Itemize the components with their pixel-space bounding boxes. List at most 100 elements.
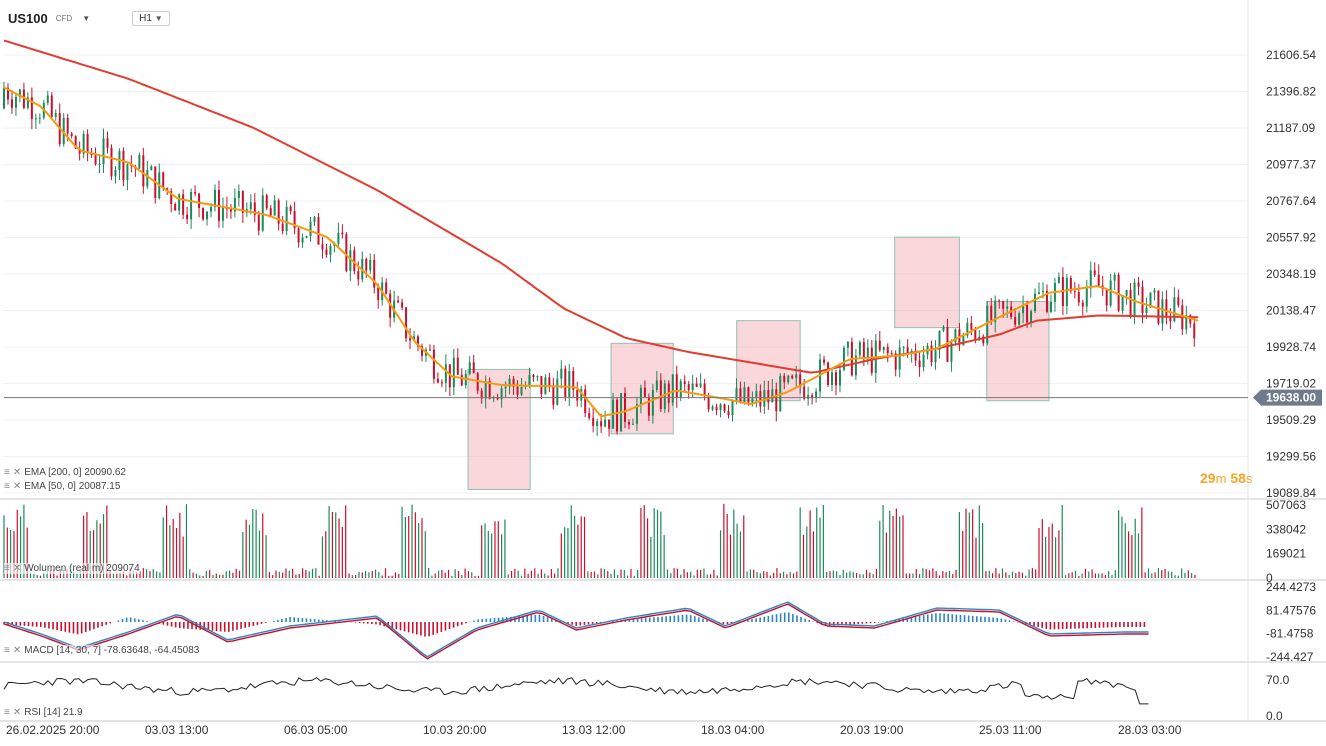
time-axis-label: 18.03 04:00 [701,723,765,737]
candle-body [962,335,965,346]
candle-body [321,244,324,250]
candle-body [257,214,260,231]
candle-body [771,389,774,403]
candle-body [162,172,165,189]
candle-body [600,421,603,427]
candle-body [675,374,678,398]
legend-ema200[interactable]: ≡ ✕ EMA [200, 0] 20090.62 [4,467,126,478]
candle-body [922,354,925,368]
candle-body [14,97,17,108]
candle-body [604,419,607,427]
candle-body [174,204,177,211]
candle-body [1133,282,1136,317]
close-icon[interactable]: ✕ [12,707,22,718]
price-tick-label: 21606.54 [1266,48,1316,62]
close-icon[interactable]: ✕ [12,467,22,478]
candle-body [811,395,814,399]
candle-body [767,390,770,403]
close-icon[interactable]: ✕ [12,645,22,656]
candle-body [349,250,352,271]
candle-body [536,376,539,378]
candle-body [878,340,881,351]
candle-body [827,362,830,386]
candle-body [791,375,794,379]
legend-ema200-text: EMA [200, 0] 20090.62 [24,467,126,478]
price-tick-label: 21396.82 [1266,84,1316,98]
candle-body [1129,290,1132,317]
candle-body [1018,313,1021,325]
candle-body [1165,299,1168,317]
candle-body [313,217,316,222]
legend-ema50[interactable]: ≡ ✕ EMA [50, 0] 20087.15 [4,481,121,492]
candle-body [1041,290,1044,293]
candle-body [946,327,949,362]
candle-body [807,395,810,399]
candle-body [420,346,423,356]
candle-body [249,202,252,210]
candle-body [572,371,575,391]
candle-body [369,259,372,271]
close-icon[interactable]: ✕ [12,563,22,574]
settings-icon[interactable]: ≡ [4,645,10,656]
timeframe-dropdown-icon: ▼ [154,13,163,23]
settings-icon[interactable]: ≡ [4,563,10,574]
rsi-line [3,677,1149,705]
settings-icon[interactable]: ≡ [4,707,10,718]
candle-body [10,99,13,108]
candle-body [930,345,933,363]
candle-body [588,413,591,418]
candle-body [385,282,388,294]
candle-body [277,200,280,224]
candle-body [480,390,483,399]
candle-body [592,417,595,426]
price-tick-label: 20557.92 [1266,230,1316,244]
candle-body [679,381,682,398]
settings-icon[interactable]: ≡ [4,481,10,492]
candle-body [512,378,515,387]
candle-body [241,191,244,213]
candle-body [982,336,985,344]
candle-body [397,300,400,303]
candle-body [795,374,798,379]
settings-icon[interactable]: ≡ [4,467,10,478]
candle-body [631,423,634,425]
candle-body [261,195,264,231]
candle-body [624,393,627,422]
candle-body [293,211,296,229]
candle-body [289,206,292,212]
candle-body [655,380,658,390]
timeframe-select[interactable]: H1 ▼ [132,10,170,26]
candle-body [46,95,49,103]
candle-body [102,138,105,165]
candle-body [1193,323,1196,339]
close-icon[interactable]: ✕ [12,481,22,492]
candle-body [500,388,503,400]
candle-body [723,404,726,412]
price-tick-label: 20138.47 [1266,303,1316,317]
legend-volume[interactable]: ≡ ✕ Wolumen (real m) 209074 [4,563,140,574]
candle-body [213,189,216,208]
candle-body [663,383,666,409]
candle-body [560,368,563,379]
candle-body [1145,307,1148,314]
candle-body [783,375,786,383]
candle-body [1153,290,1156,293]
candle-body [735,388,738,401]
candle-body [747,387,750,405]
candle-body [1065,277,1068,307]
legend-macd[interactable]: ≡ ✕ MACD [14, 30, 7] -78.63648, -64.45083 [4,645,200,656]
candle-body [269,208,272,216]
candle-body [54,112,57,117]
candle-body [1173,297,1176,322]
candle-body [341,232,344,235]
legend-volume-text: Wolumen (real m) 209074 [24,563,140,574]
candle-body [432,349,435,379]
candle-body [775,389,778,412]
legend-rsi[interactable]: ≡ ✕ RSI [14] 21.9 [4,707,83,718]
candle-body [178,194,181,211]
candle-body [552,386,555,405]
price-tick-label: 19928.74 [1266,340,1316,354]
symbol-dropdown-icon[interactable]: ▼ [82,13,91,23]
timeframe-label: H1 [139,12,152,24]
